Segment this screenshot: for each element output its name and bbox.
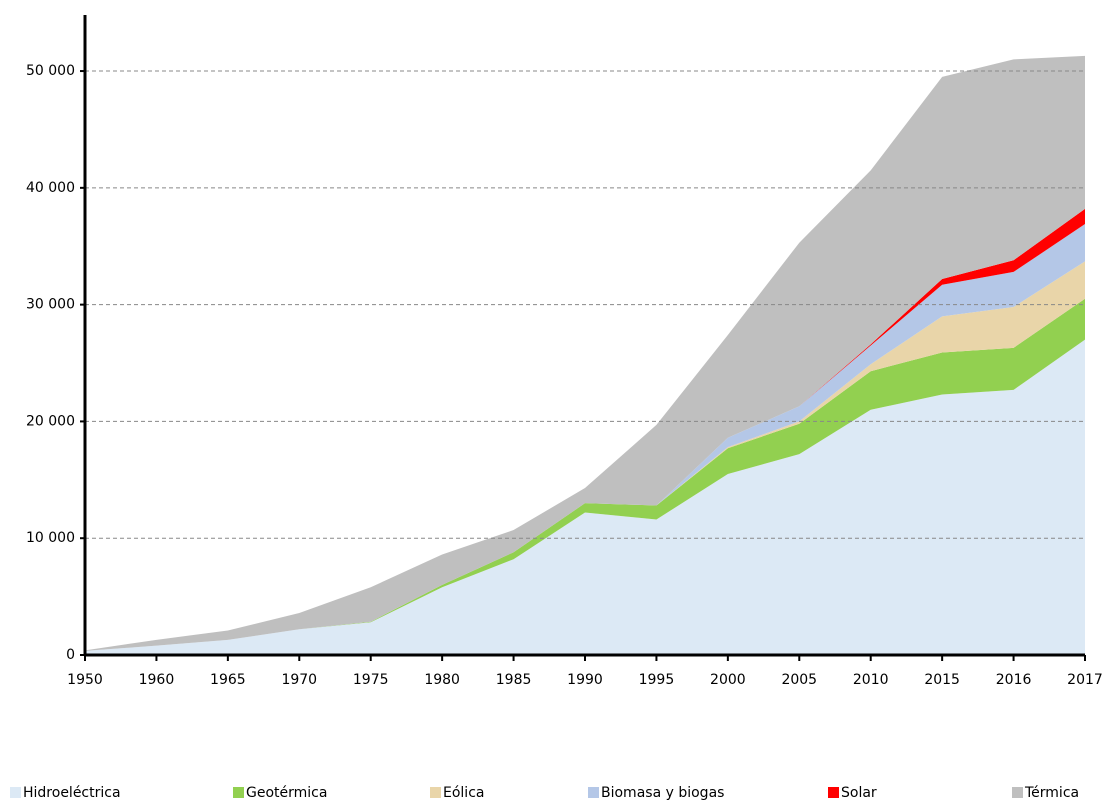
legend-swatch [1012,787,1023,798]
area [85,55,1085,651]
x-tick-label: 2017 [1067,672,1103,688]
x-tick-label: 1990 [567,672,603,688]
legend-label: Térmica [1024,785,1079,801]
y-tick-label: 10 000 [26,530,75,546]
legend-swatch [430,787,441,798]
y-tick-label: 30 000 [26,297,75,313]
legend-label: Geotérmica [246,785,327,801]
x-tick-label: 1980 [424,672,460,688]
legend-label: Eólica [443,785,484,801]
legend-label: Biomasa y biogas [601,785,724,801]
y-tick-label: 40 000 [26,180,75,196]
x-tick-label: 2010 [853,672,889,688]
x-tick-label: 1950 [67,672,103,688]
legend-label: Hidroeléctrica [23,785,121,801]
x-tick-label: 2000 [710,672,746,688]
x-tick-label: 1960 [139,672,175,688]
legend-swatch [828,787,839,798]
legend-swatch [233,787,244,798]
x-tick-label: 1985 [496,672,532,688]
legend-swatch [10,787,21,798]
x-tick-label: 1965 [210,672,246,688]
legend-swatch [588,787,599,798]
area [85,339,1085,655]
y-tick-label: 20 000 [26,413,75,429]
y-tick-label: 50 000 [26,63,75,79]
x-tick-label: 1995 [639,672,675,688]
x-tick-label: 2005 [781,672,817,688]
y-tick-label: 0 [66,647,75,663]
x-tick-label: 2016 [996,672,1032,688]
x-tick-label: 1970 [281,672,317,688]
legend-label: Solar [841,785,877,801]
x-tick-label: 1975 [353,672,389,688]
x-tick-label: 2015 [924,672,960,688]
